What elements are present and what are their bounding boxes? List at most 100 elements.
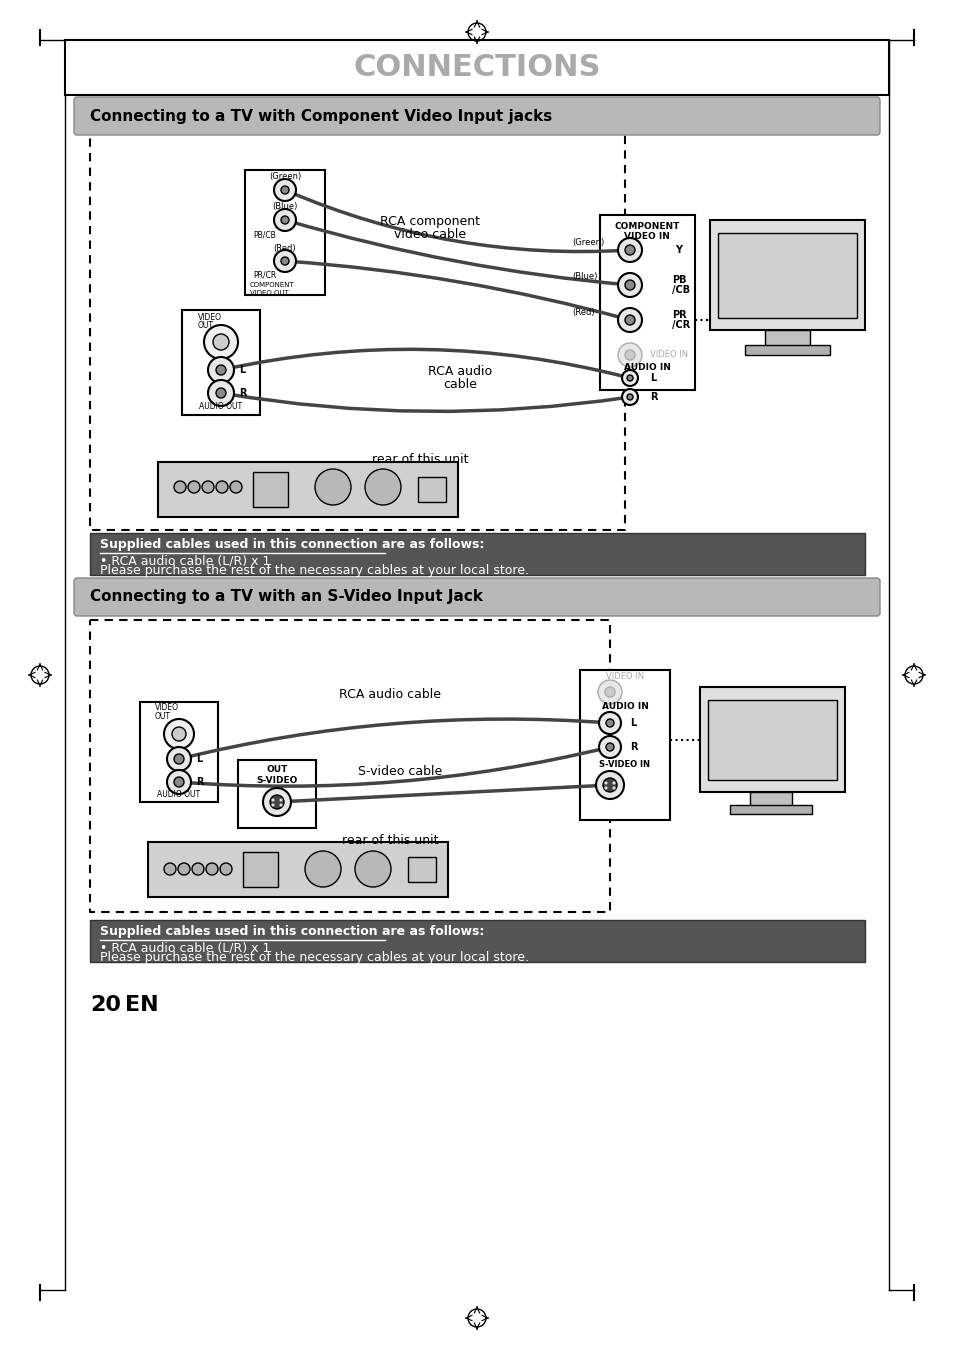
Text: R: R <box>195 778 203 787</box>
Circle shape <box>618 238 641 262</box>
Circle shape <box>167 747 191 771</box>
Text: • RCA audio cable (L/R) x 1: • RCA audio cable (L/R) x 1 <box>100 555 270 567</box>
Bar <box>718 234 856 319</box>
Circle shape <box>167 769 191 794</box>
Circle shape <box>220 863 232 875</box>
Text: PR/CR: PR/CR <box>253 270 276 279</box>
Text: OUT: OUT <box>198 321 213 331</box>
Circle shape <box>624 350 635 360</box>
Text: OUT: OUT <box>154 713 171 721</box>
Text: VIDEO: VIDEO <box>198 312 222 321</box>
Bar <box>764 329 809 348</box>
Circle shape <box>605 720 614 728</box>
Circle shape <box>598 680 621 703</box>
Circle shape <box>598 736 620 757</box>
Text: PB: PB <box>671 275 686 285</box>
Circle shape <box>618 273 641 297</box>
Circle shape <box>178 863 190 875</box>
Circle shape <box>272 798 274 802</box>
Bar <box>744 346 829 355</box>
Text: 20: 20 <box>90 995 121 1015</box>
Circle shape <box>279 803 282 806</box>
Circle shape <box>602 778 617 792</box>
Text: RCA component: RCA component <box>379 216 479 228</box>
Bar <box>237 760 315 828</box>
Circle shape <box>263 788 291 815</box>
Text: VIDEO: VIDEO <box>154 703 179 713</box>
Text: video cable: video cable <box>394 228 466 242</box>
Text: S-VIDEO IN: S-VIDEO IN <box>598 760 650 770</box>
Text: L: L <box>649 373 656 383</box>
Circle shape <box>612 782 615 784</box>
Circle shape <box>173 778 184 787</box>
Text: rear of this unit: rear of this unit <box>341 833 437 846</box>
Text: (Blue): (Blue) <box>572 273 597 282</box>
FancyBboxPatch shape <box>74 578 879 616</box>
Text: VIDEO IN: VIDEO IN <box>605 672 643 682</box>
Circle shape <box>215 481 228 493</box>
FancyBboxPatch shape <box>74 97 879 135</box>
Circle shape <box>164 720 193 749</box>
Text: AUDIO IN: AUDIO IN <box>601 702 648 711</box>
Text: VIDEO OUT: VIDEO OUT <box>250 290 289 296</box>
Circle shape <box>272 803 274 806</box>
Circle shape <box>305 850 340 887</box>
Bar <box>245 170 325 296</box>
Text: AUDIO OUT: AUDIO OUT <box>199 402 242 412</box>
Circle shape <box>365 468 400 505</box>
Text: R: R <box>239 387 246 398</box>
Text: COMPONENT: COMPONENT <box>250 282 294 288</box>
Circle shape <box>192 863 204 875</box>
Circle shape <box>604 787 607 790</box>
Circle shape <box>206 863 218 875</box>
Circle shape <box>208 379 233 406</box>
Circle shape <box>204 325 237 359</box>
Text: (Green): (Green) <box>572 238 603 247</box>
Text: L: L <box>629 718 636 728</box>
Text: S-VIDEO: S-VIDEO <box>256 776 297 786</box>
Bar <box>599 215 695 390</box>
Circle shape <box>621 389 638 405</box>
Circle shape <box>281 216 289 224</box>
Circle shape <box>164 863 175 875</box>
Bar <box>65 40 888 94</box>
Bar <box>148 842 448 896</box>
Bar <box>707 701 836 780</box>
Bar <box>749 792 791 807</box>
Circle shape <box>215 387 226 398</box>
Bar <box>417 477 446 502</box>
Text: R: R <box>649 392 657 402</box>
Circle shape <box>624 244 635 255</box>
Circle shape <box>626 375 633 381</box>
Bar <box>140 702 218 802</box>
Text: cable: cable <box>442 378 476 392</box>
Circle shape <box>279 798 282 802</box>
Circle shape <box>202 481 213 493</box>
Circle shape <box>270 795 284 809</box>
Circle shape <box>621 370 638 386</box>
Text: (Red): (Red) <box>572 308 594 316</box>
Circle shape <box>188 481 200 493</box>
Circle shape <box>612 787 615 790</box>
Text: /CB: /CB <box>671 285 689 296</box>
Bar <box>182 310 260 414</box>
Text: EN: EN <box>125 995 158 1015</box>
Circle shape <box>172 728 186 741</box>
Circle shape <box>215 364 226 375</box>
Text: /CR: /CR <box>671 320 690 329</box>
Text: PB/CB: PB/CB <box>253 231 275 239</box>
Bar <box>158 462 457 517</box>
Circle shape <box>604 687 615 697</box>
Text: L: L <box>239 364 245 375</box>
Bar <box>709 220 864 329</box>
Circle shape <box>596 771 623 799</box>
Circle shape <box>314 468 351 505</box>
Text: Please purchase the rest of the necessary cables at your local store.: Please purchase the rest of the necessar… <box>100 564 529 578</box>
Bar <box>408 857 436 882</box>
Text: L: L <box>195 755 202 764</box>
Circle shape <box>173 481 186 493</box>
Text: (Blue): (Blue) <box>272 202 297 212</box>
Text: (Green): (Green) <box>269 173 301 181</box>
Bar <box>579 670 669 819</box>
Text: CONNECTIONS: CONNECTIONS <box>353 54 600 82</box>
